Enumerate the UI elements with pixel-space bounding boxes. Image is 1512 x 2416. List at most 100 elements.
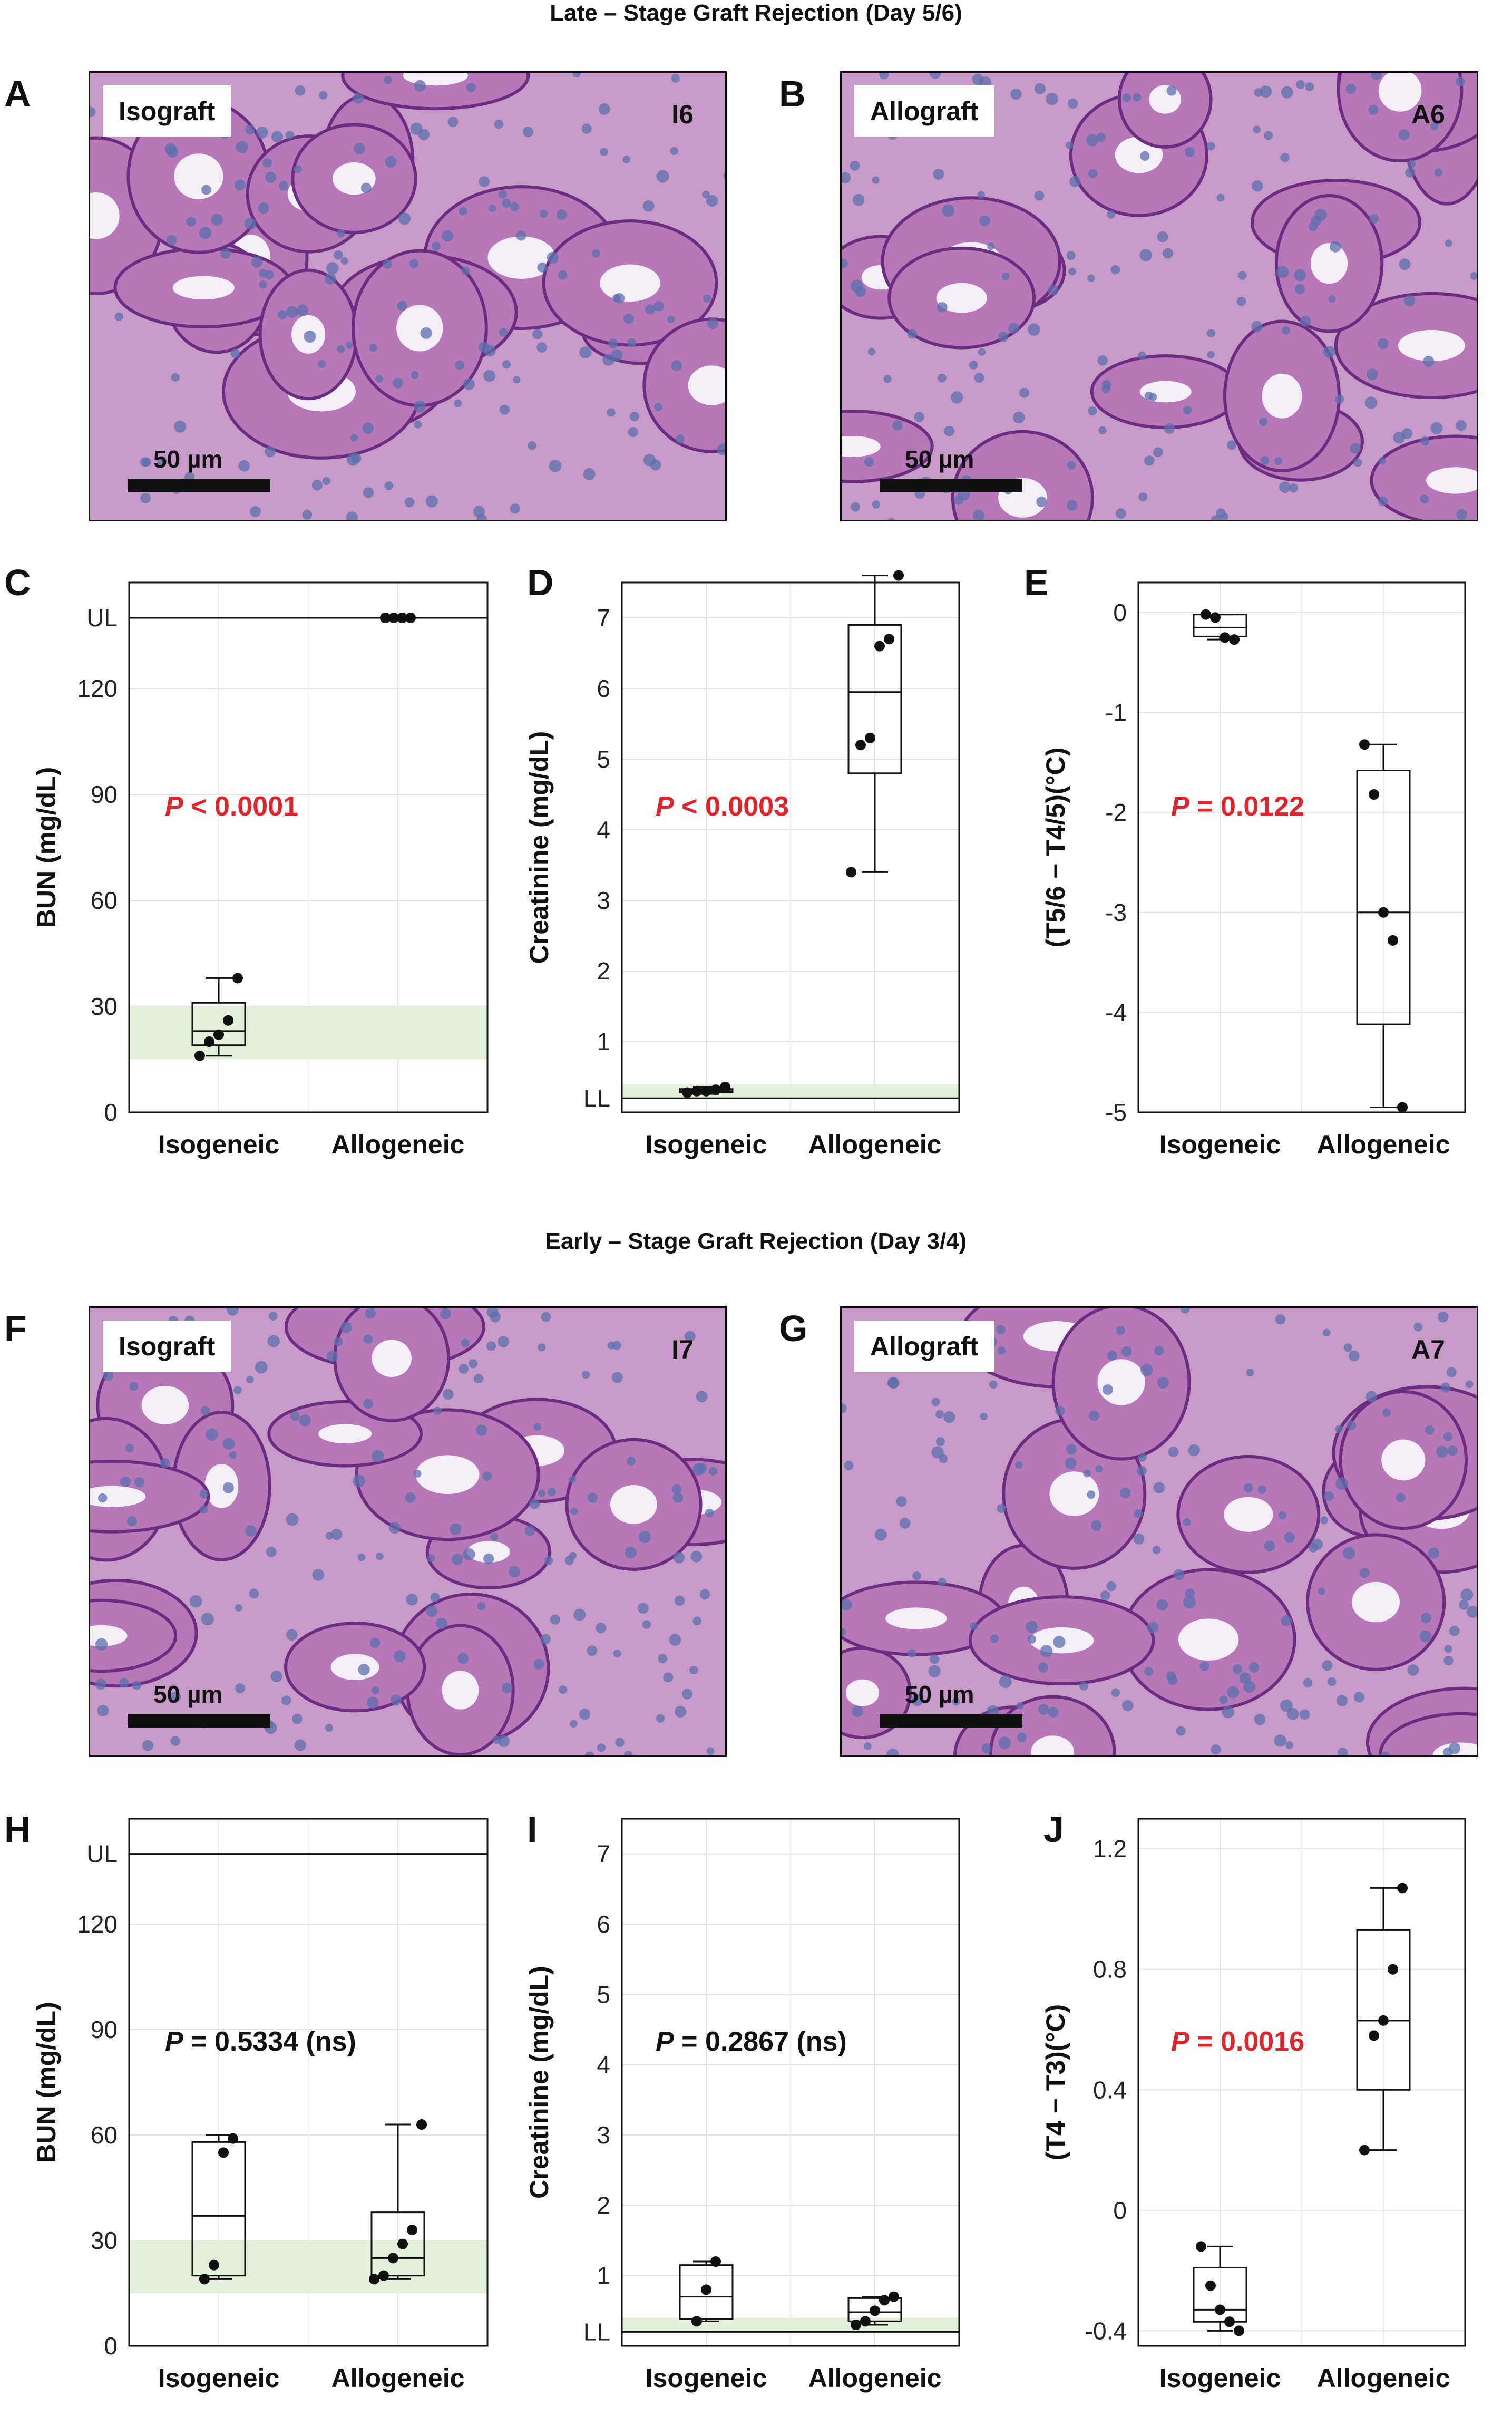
y-tick-label: -3 [1105, 899, 1127, 926]
y-tick-label: 120 [77, 1910, 118, 1938]
y-tick-label: 6 [597, 675, 610, 702]
data-point [1397, 1883, 1408, 1894]
y-axis-label: (T5/6 − T4/5)(°C) [1041, 748, 1070, 948]
data-point [691, 1085, 702, 1097]
box-iqr [679, 2264, 734, 2320]
data-point [380, 613, 391, 623]
data-point [204, 1036, 214, 1047]
x-tick-label: Isogeneic [646, 2363, 767, 2393]
y-tick-label: 5 [597, 1981, 610, 2008]
data-point [228, 2133, 238, 2144]
data-point [1388, 1964, 1398, 1975]
graft-label: Isograft [103, 85, 231, 137]
data-point [1397, 1102, 1408, 1113]
box-iqr [847, 2297, 902, 2322]
sample-code: A7 [1411, 1335, 1445, 1364]
panel-letter-c: C [4, 562, 31, 603]
y-tick-label: 60 [91, 2121, 118, 2149]
panel-letter-e: E [1024, 562, 1049, 603]
y-tick-label: 0 [104, 2332, 118, 2360]
data-point [388, 613, 399, 623]
scale-bar-label: 50 µm [153, 1681, 223, 1708]
data-point [874, 641, 885, 652]
y-tick-label: 0.4 [1093, 2076, 1127, 2103]
x-tick-label: Isogeneic [158, 1130, 280, 1159]
plot-frame [1137, 581, 1466, 1113]
panel-letter-g: G [779, 1308, 808, 1349]
data-point [1359, 2145, 1370, 2156]
data-point [388, 2253, 398, 2264]
data-point [701, 1085, 711, 1097]
panel-letter-d: D [527, 562, 554, 603]
y-tick-label: -4 [1105, 998, 1127, 1026]
tissue-image [90, 1308, 725, 1755]
scale-bar [880, 1714, 1022, 1728]
y-tick-label: LL [583, 2318, 610, 2345]
sample-code: I6 [671, 100, 694, 129]
micrograph-isograft-early: Isograft I7 50 µm [89, 1306, 727, 1757]
data-point [855, 740, 866, 751]
data-point [218, 2147, 229, 2158]
data-point [1220, 632, 1230, 643]
tissue-image [842, 1308, 1477, 1755]
x-tick-label: Allogeneic [1317, 2363, 1450, 2393]
y-axis-label: BUN (mg/dL) [32, 767, 61, 928]
graft-label: Isograft [103, 1321, 231, 1372]
data-point [870, 2305, 880, 2316]
scale-bar [128, 1714, 270, 1728]
y-tick-label: 3 [597, 2121, 610, 2149]
data-point [232, 973, 243, 984]
micrograph-allograft-early: Allograft A7 50 µm [840, 1306, 1478, 1757]
y-axis-label: Creatinine (mg/dL) [524, 731, 554, 964]
data-point [397, 2238, 408, 2249]
data-point [1229, 634, 1240, 645]
panel-letter-a: A [4, 73, 31, 114]
y-tick-label: 30 [91, 2227, 118, 2254]
x-tick-label: Allogeneic [1317, 1130, 1450, 1159]
x-tick-label: Allogeneic [808, 1130, 942, 1159]
y-tick-label: 90 [91, 781, 118, 808]
data-point [701, 2284, 711, 2295]
data-point [710, 1084, 721, 1095]
chart-temperature-early: -0.4 0 0.4 0.8 1.2 Isogeneic Allogeneic (T4 − T… [1041, 1818, 1466, 2393]
graft-label: Allograft [854, 1321, 994, 1372]
data-point [1224, 2316, 1235, 2327]
y-tick-label: 0 [1113, 2197, 1127, 2224]
data-point [369, 2274, 379, 2285]
data-point [1388, 935, 1398, 946]
data-point [209, 2259, 219, 2271]
x-tick-label: Isogeneic [1159, 1130, 1281, 1159]
y-tick-label: 5 [597, 745, 610, 773]
data-point [223, 1015, 233, 1026]
y-tick-label: 60 [91, 887, 118, 914]
data-point [682, 1087, 692, 1098]
y-tick-label: 4 [597, 816, 610, 843]
data-point [1369, 2030, 1379, 2041]
p-value-label: P < 0.0001 [165, 791, 298, 822]
p-value-label: P = 0.2867 (ns) [656, 2026, 847, 2057]
sample-code: A6 [1411, 100, 1445, 129]
y-tick-label: UL [86, 604, 118, 632]
y-tick-label: 4 [597, 2051, 610, 2079]
data-point [889, 2291, 899, 2302]
y-tick-label: 7 [597, 1840, 610, 1868]
data-point [893, 570, 904, 581]
y-tick-label: 1 [597, 2262, 610, 2289]
data-point [710, 2256, 721, 2267]
plot-frame [621, 581, 960, 1113]
data-point [1205, 2280, 1216, 2291]
data-point [846, 867, 856, 878]
x-tick-label: Allogeneic [331, 2363, 465, 2393]
data-point [860, 2316, 871, 2327]
data-point [720, 1081, 730, 1092]
data-point [405, 613, 416, 623]
x-tick-label: Isogeneic [158, 2363, 280, 2393]
normal-range-band [129, 2240, 487, 2293]
box-iqr [191, 2141, 246, 2277]
panel-letter-h: H [4, 1809, 31, 1850]
data-point [1201, 609, 1211, 620]
panel-letter-f: F [4, 1308, 27, 1349]
chart-temperature-late: 0 -1 -2 -3 -4 -5 Isogeneic Allogeneic (T5/6 − T4… [1041, 581, 1466, 1159]
tissue-image [842, 73, 1477, 520]
normal-range-band [129, 1006, 487, 1060]
